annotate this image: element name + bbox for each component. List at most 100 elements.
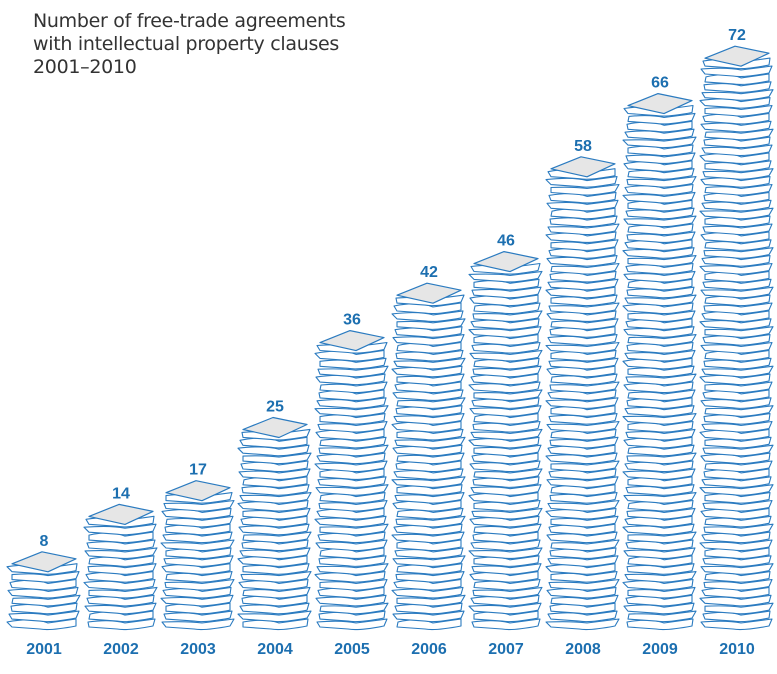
- paper-sheet: [550, 183, 620, 196]
- paper-sheet: [625, 428, 696, 441]
- paper-sheet: [548, 357, 619, 370]
- paper-sheet: [238, 523, 310, 536]
- year-label: 2007: [488, 641, 524, 658]
- value-label: 8: [40, 533, 49, 550]
- paper-sheet: [394, 547, 464, 560]
- paper-sheet: [469, 349, 543, 362]
- paper-sheet: [625, 152, 696, 165]
- paper-sheet: [701, 476, 772, 488]
- paper-stack-2002: [83, 503, 158, 631]
- paper-sheet: [242, 507, 311, 520]
- paper-sheet: [315, 594, 387, 607]
- paper-sheet: [700, 563, 774, 575]
- paper-sheet: [550, 239, 619, 251]
- paper-sheet: [546, 199, 619, 212]
- paper-sheet: [391, 476, 466, 488]
- paper-sheet: [623, 270, 696, 283]
- paper-sheet: [702, 499, 773, 512]
- value-label: 25: [266, 399, 284, 416]
- paper-sheet: [700, 397, 772, 409]
- paper-sheet: [699, 539, 773, 552]
- paper-sheet: [549, 436, 619, 449]
- paper-sheet: [545, 452, 618, 465]
- paper-sheet: [392, 334, 465, 346]
- paper-sheet: [396, 397, 466, 409]
- paper-sheet: [703, 302, 773, 315]
- paper-sheet: [699, 318, 772, 330]
- paper-sheet: [700, 618, 773, 631]
- paper-sheet: [11, 594, 81, 607]
- paper-sheet: [317, 420, 388, 433]
- paper-sheet: [470, 539, 541, 552]
- paper-sheet: [315, 539, 388, 552]
- paper-sheet: [472, 420, 541, 433]
- paper-sheet: [396, 594, 466, 607]
- paper-sheet: [163, 555, 234, 567]
- paper-sheet: [393, 468, 464, 481]
- paper-sheet: [627, 310, 696, 323]
- paper-sheet: [473, 468, 543, 481]
- top-sheet: [11, 551, 77, 573]
- paper-sheet: [703, 357, 772, 370]
- paper-sheet: [546, 420, 620, 433]
- paper-sheet: [547, 555, 619, 567]
- paper-sheet: [160, 594, 234, 607]
- paper-sheet: [545, 176, 618, 188]
- paper-sheet: [622, 413, 697, 425]
- paper-sheet: [164, 578, 235, 591]
- paper-sheet: [622, 191, 696, 204]
- paper-sheet: [239, 492, 312, 504]
- paper-stack-2004: [237, 416, 312, 631]
- paper-sheet: [395, 349, 464, 362]
- value-label: 66: [651, 75, 669, 92]
- top-sheet: [704, 45, 770, 67]
- paper-sheet: [314, 405, 389, 417]
- paper-sheet: [622, 468, 696, 481]
- paper-sheet: [702, 278, 772, 291]
- paper-sheet: [395, 571, 465, 583]
- paper-sheet: [237, 610, 312, 623]
- paper-sheet: [699, 484, 774, 496]
- paper-sheet: [626, 563, 695, 575]
- paper-sheet: [163, 610, 233, 623]
- paper-sheet: [396, 373, 465, 386]
- paper-sheet: [473, 444, 542, 457]
- paper-sheet: [471, 286, 542, 299]
- paper-sheet: [624, 571, 697, 583]
- paper-sheet: [550, 539, 620, 552]
- paper-sheet: [703, 578, 773, 591]
- year-label: 2003: [180, 641, 216, 658]
- year-label: 2010: [719, 641, 755, 658]
- paper-sheet: [704, 326, 774, 338]
- paper-sheet: [469, 405, 542, 417]
- paper-sheet: [701, 420, 773, 433]
- paper-sheet: [548, 413, 618, 425]
- top-sheet: [242, 416, 308, 439]
- paper-sheet: [625, 484, 695, 496]
- paper-sheet: [11, 571, 80, 583]
- year-label: 2008: [565, 641, 601, 658]
- paper-sheet: [87, 563, 157, 575]
- paper-sheet: [470, 428, 543, 441]
- paper-sheet: [319, 523, 389, 536]
- paper-sheet: [547, 610, 618, 623]
- paper-sheet: [701, 199, 772, 212]
- paper-sheet: [627, 334, 697, 346]
- paper-sheet: [163, 499, 235, 512]
- paper-sheet: [468, 381, 541, 394]
- paper-sheet: [550, 460, 620, 473]
- year-label: 2009: [642, 641, 678, 658]
- paper-sheet: [627, 531, 697, 544]
- paper-sheet: [545, 341, 620, 354]
- paper-sheet: [701, 89, 774, 101]
- paper-sheet: [242, 452, 312, 465]
- paper-sheet: [702, 223, 773, 236]
- paper-sheet: [319, 381, 388, 394]
- chart-title: Number of free-trade agreements with int…: [33, 10, 373, 79]
- paper-sheet: [318, 444, 389, 457]
- paper-sheet: [700, 286, 774, 299]
- paper-sheet: [316, 618, 388, 631]
- top-sheet: [473, 251, 539, 273]
- paper-sheet: [699, 207, 774, 220]
